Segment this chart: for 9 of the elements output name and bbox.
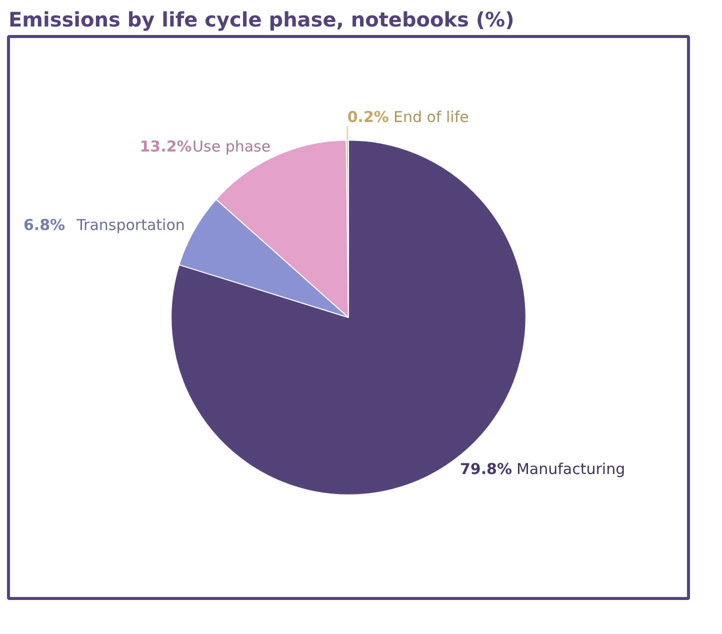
- slice-label: Use phase: [192, 137, 271, 156]
- data-label: 6.8%: [23, 216, 66, 234]
- slice-label: Transportation: [76, 216, 185, 234]
- slice-label: Manufacturing: [516, 460, 626, 478]
- data-label: 13.2%: [140, 137, 192, 156]
- data-label: 0.2%: [347, 108, 389, 126]
- data-label: 79.8%: [460, 460, 512, 478]
- slice-label: End of life: [394, 108, 469, 126]
- chart-title: Emissions by life cycle phase, notebooks (%): [8, 8, 514, 32]
